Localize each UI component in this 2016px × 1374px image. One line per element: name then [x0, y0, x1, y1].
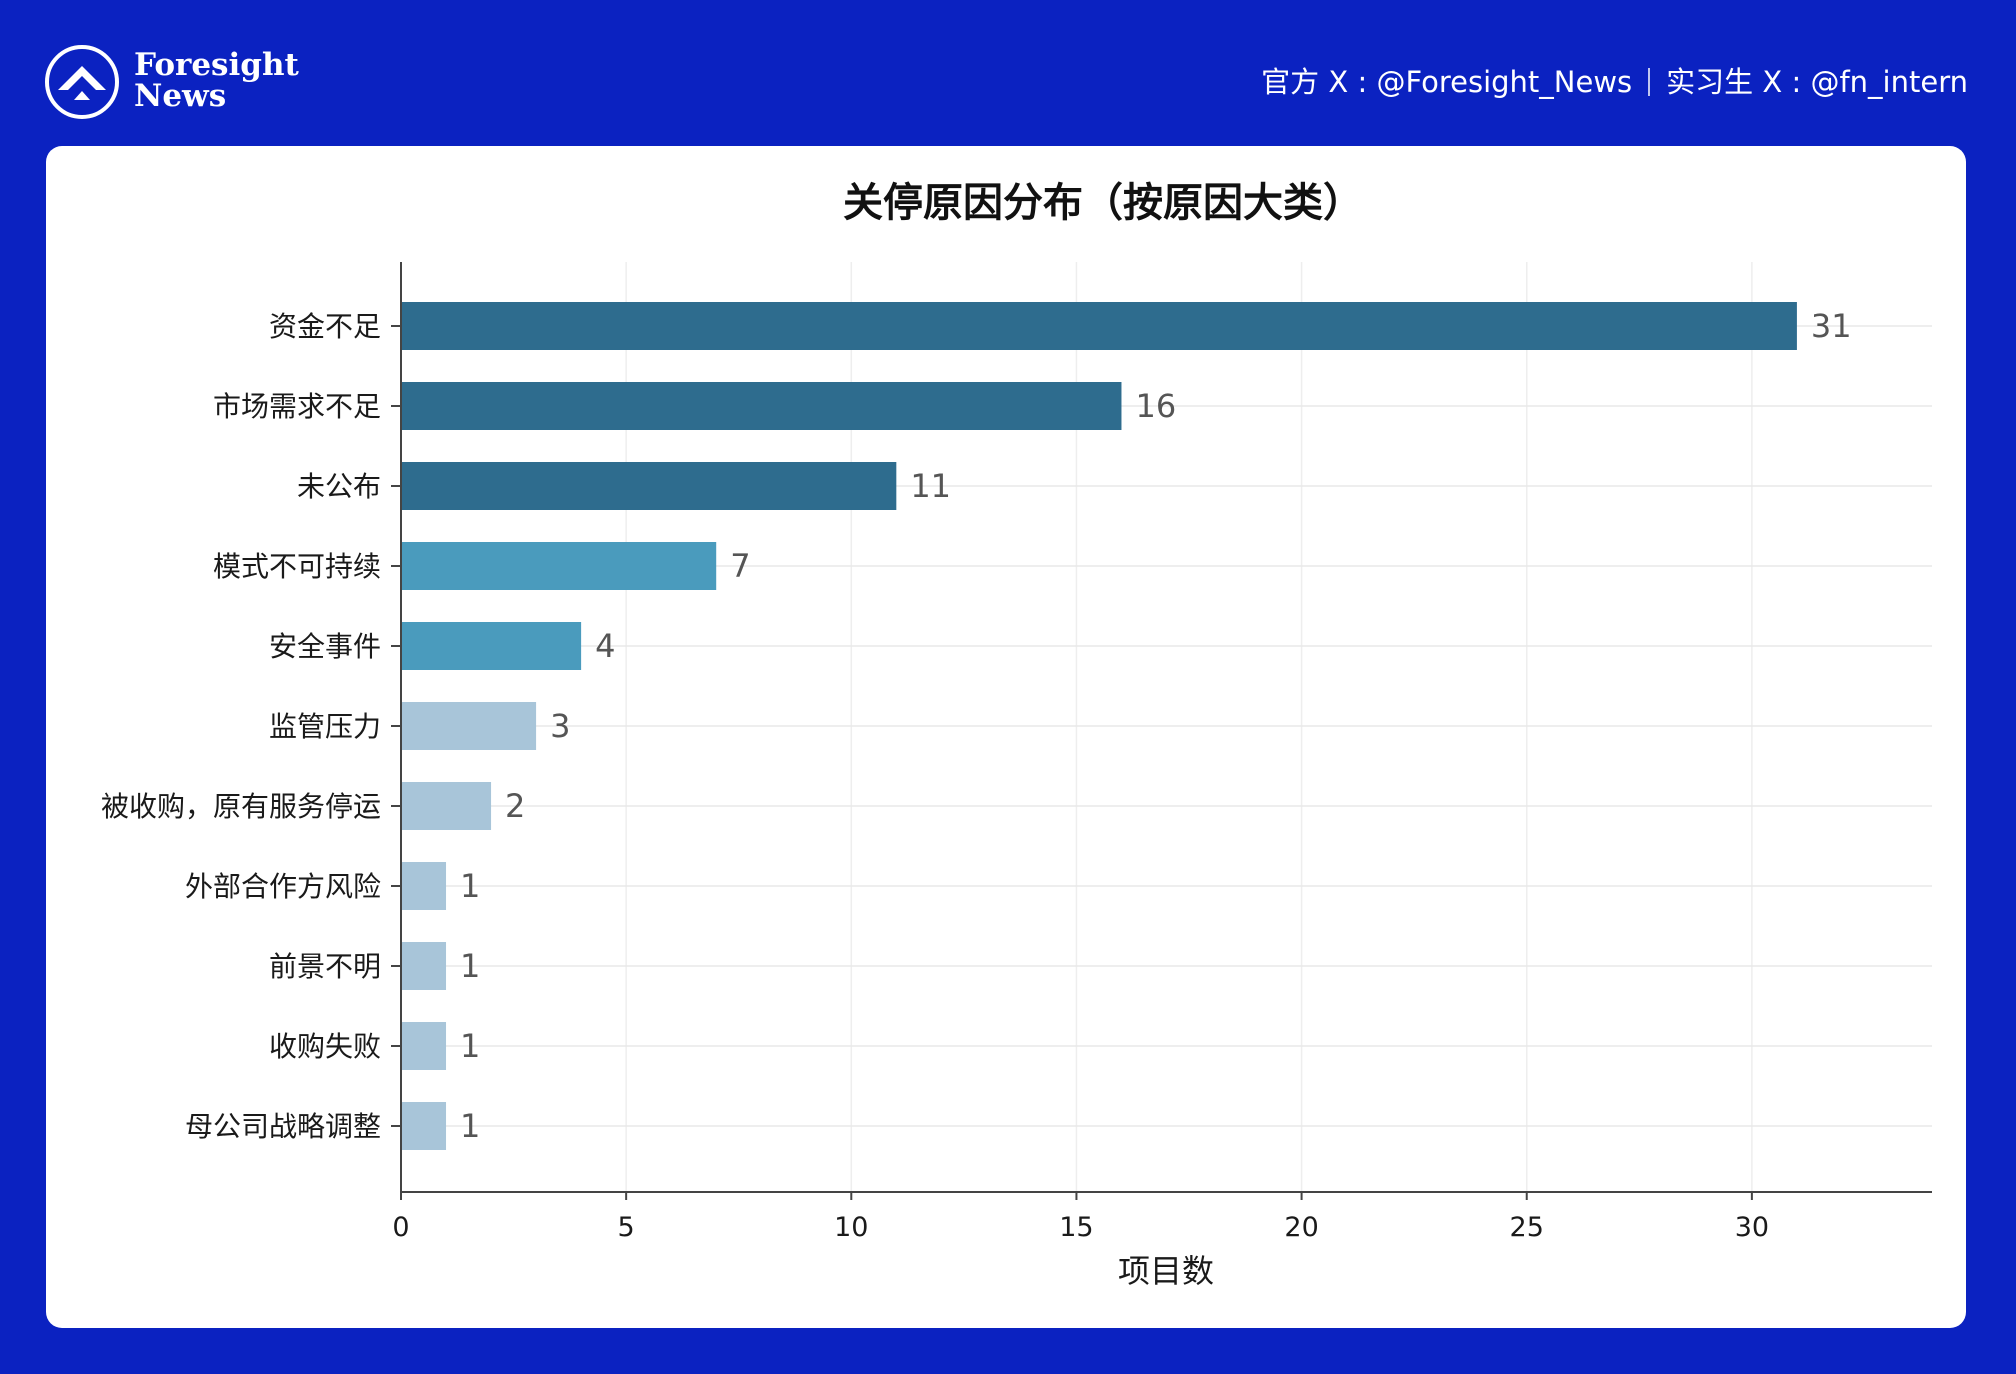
- foresight-logo-icon: [45, 45, 119, 119]
- bar-10: [401, 1102, 447, 1150]
- category-label-8: 前景不明: [269, 950, 381, 983]
- value-label-4: 4: [595, 627, 615, 665]
- category-label-10: 母公司战略调整: [185, 1110, 381, 1143]
- handle-divider: [1648, 68, 1651, 96]
- value-label-3: 7: [730, 547, 750, 585]
- header: Foresight News 官方 X : @Foresight_News 实习…: [0, 0, 2016, 146]
- category-label-9: 收购失败: [269, 1030, 381, 1063]
- x-tick-label-4: 20: [1284, 1212, 1318, 1243]
- bar-4: [401, 622, 582, 670]
- grid-lines: [401, 262, 1932, 1192]
- bar-7: [401, 862, 447, 910]
- category-label-2: 未公布: [297, 470, 381, 503]
- x-axis-label: 项目数: [1118, 1252, 1214, 1290]
- x-tick-label-5: 25: [1510, 1212, 1544, 1243]
- bar-2: [401, 462, 897, 510]
- category-label-1: 市场需求不足: [213, 390, 381, 423]
- x-tick-labels: 0 5 10 15 20 25 30: [392, 1192, 1769, 1243]
- bar-8: [401, 942, 447, 990]
- value-label-7: 1: [460, 867, 480, 905]
- value-label-1: 16: [1135, 387, 1176, 425]
- category-labels: 资金不足市场需求不足未公布模式不可持续安全事件监管压力被收购，原有服务停运外部合…: [101, 310, 401, 1143]
- bar-1: [401, 382, 1122, 430]
- bar-chart: 关停原因分布（按原因大类） 资金不足市场需求不足未公布模式不可持续安全事件监管压…: [101, 180, 1932, 1290]
- x-tick-label-3: 15: [1059, 1212, 1093, 1243]
- brand-name: Foresight News: [134, 50, 299, 112]
- x-tick-label-2: 10: [834, 1212, 868, 1243]
- bar-0: [401, 302, 1797, 350]
- value-label-6: 2: [505, 787, 525, 825]
- value-label-10: 1: [460, 1107, 480, 1145]
- bar-6: [401, 782, 492, 830]
- category-label-7: 外部合作方风险: [185, 870, 381, 903]
- x-tick-label-1: 5: [618, 1212, 635, 1243]
- category-label-0: 资金不足: [269, 310, 381, 343]
- intern-handle: 实习生 X : @fn_intern: [1666, 65, 1968, 99]
- brand-name-line1: Foresight: [134, 47, 299, 83]
- value-label-8: 1: [460, 947, 480, 985]
- value-label-5: 3: [550, 707, 570, 745]
- category-label-4: 安全事件: [269, 630, 381, 663]
- brand-name-line2: News: [134, 78, 227, 114]
- value-label-0: 31: [1811, 307, 1852, 345]
- chart-title: 关停原因分布（按原因大类）: [843, 180, 1363, 226]
- category-label-6: 被收购，原有服务停运: [101, 790, 381, 823]
- x-tick-label-0: 0: [392, 1212, 409, 1243]
- category-label-5: 监管压力: [269, 710, 381, 743]
- bar-9: [401, 1022, 447, 1070]
- chart-card: 关停原因分布（按原因大类） 资金不足市场需求不足未公布模式不可持续安全事件监管压…: [46, 146, 1966, 1328]
- x-tick-label-6: 30: [1735, 1212, 1769, 1243]
- value-label-2: 11: [910, 467, 951, 505]
- social-handles: 官方 X : @Foresight_News 实习生 X : @fn_inter…: [1261, 62, 1968, 102]
- bars: [401, 302, 1797, 1150]
- value-label-9: 1: [460, 1027, 480, 1065]
- bar-3: [401, 542, 717, 590]
- category-label-3: 模式不可持续: [213, 550, 381, 583]
- bar-5: [401, 702, 537, 750]
- official-handle: 官方 X : @Foresight_News: [1261, 65, 1633, 99]
